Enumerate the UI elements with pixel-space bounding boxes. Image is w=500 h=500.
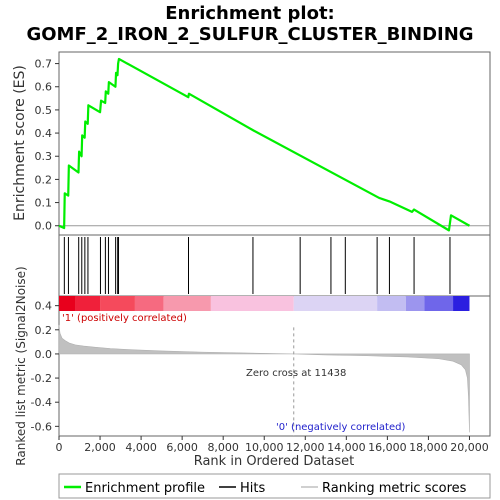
es-y-tick-label: 0.1 bbox=[35, 197, 53, 210]
metric-y-tick-label: 0.4 bbox=[35, 300, 53, 313]
x-tick-label: 18,000 bbox=[409, 441, 448, 454]
x-tick-label: 2,000 bbox=[84, 441, 116, 454]
metric-y-axis-title: Ranked list metric (Signal2Noise) bbox=[14, 266, 28, 465]
x-tick-label: 4,000 bbox=[125, 441, 157, 454]
x-tick-label: 16,000 bbox=[368, 441, 407, 454]
x-tick-label: 6,000 bbox=[166, 441, 198, 454]
chart-title-line2: GOMF_2_IRON_2_SULFUR_CLUSTER_BINDING bbox=[26, 24, 473, 45]
es-y-axis-title: Enrichment score (ES) bbox=[12, 65, 28, 221]
x-tick-label: 20,000 bbox=[450, 441, 489, 454]
es-y-tick-label: 0.3 bbox=[35, 150, 53, 163]
color-bar-segment bbox=[453, 296, 470, 311]
color-bar bbox=[59, 296, 470, 311]
x-ticks: 0 2,000 4,000 6,000 8,000 10,000 12,000 14,000 1… bbox=[56, 436, 489, 454]
metric-y-ticks: -0.6 -0.4 -0.2 0.0 0.2 0.4 bbox=[31, 300, 59, 433]
x-tick-label: 12,000 bbox=[286, 441, 325, 454]
metric-y-tick-label: 0.0 bbox=[35, 348, 53, 361]
x-axis-title: Rank in Ordered Dataset bbox=[194, 454, 355, 469]
es-panel-frame bbox=[58, 51, 491, 236]
color-bar-segment bbox=[405, 296, 425, 311]
hits-group bbox=[63, 237, 451, 294]
es-y-tick-label: 0.5 bbox=[35, 104, 53, 117]
color-bar-segment bbox=[134, 296, 164, 311]
chart-title-line1: Enrichment plot: bbox=[165, 3, 335, 24]
metric-y-tick-label: 0.2 bbox=[35, 324, 53, 337]
legend-box bbox=[58, 473, 491, 499]
metric-y-tick-label: -0.6 bbox=[31, 420, 52, 433]
annotation-zero-cross: Zero cross at 11438 bbox=[246, 368, 346, 379]
color-bar-segment bbox=[424, 296, 454, 311]
es-series-line bbox=[58, 57, 471, 232]
x-tick-label: 0 bbox=[56, 441, 63, 454]
color-bar-segment bbox=[75, 296, 101, 311]
color-bar-segment bbox=[293, 296, 378, 311]
metric-y-tick-label: -0.2 bbox=[31, 372, 52, 385]
es-y-tick-label: 0.2 bbox=[35, 173, 53, 186]
legend: Enrichment profile Hits Ranking metric sco… bbox=[64, 481, 467, 496]
legend-label: Hits bbox=[240, 481, 265, 496]
annotation-positive: '1' (positively correlated) bbox=[62, 313, 187, 324]
color-bar-segment bbox=[163, 296, 211, 311]
metric-panel-frame bbox=[58, 295, 491, 437]
metric-y-tick-label: -0.4 bbox=[31, 396, 52, 409]
metric-area bbox=[58, 324, 470, 433]
x-tick-label: 14,000 bbox=[327, 441, 366, 454]
color-bar-segment bbox=[377, 296, 406, 311]
metric-area-group bbox=[58, 324, 470, 433]
es-y-tick-label: 0.0 bbox=[35, 220, 53, 233]
legend-label: Enrichment profile bbox=[85, 481, 205, 496]
color-bar-segment bbox=[59, 296, 76, 311]
legend-label: Ranking metric scores bbox=[322, 481, 467, 496]
color-bar-segment bbox=[210, 296, 294, 311]
es-y-ticks: 0.0 0.1 0.2 0.3 0.4 0.5 0.6 0.7 bbox=[35, 58, 59, 233]
hits-panel-frame bbox=[58, 234, 491, 297]
es-y-tick-label: 0.6 bbox=[35, 81, 53, 94]
color-bar-segment bbox=[100, 296, 135, 311]
x-tick-label: 10,000 bbox=[245, 441, 284, 454]
es-y-tick-label: 0.4 bbox=[35, 127, 53, 140]
es-y-tick-label: 0.7 bbox=[35, 58, 53, 71]
es-line-group bbox=[58, 57, 471, 232]
x-tick-label: 8,000 bbox=[207, 441, 239, 454]
annotation-negative: '0' (negatively correlated) bbox=[276, 422, 405, 433]
